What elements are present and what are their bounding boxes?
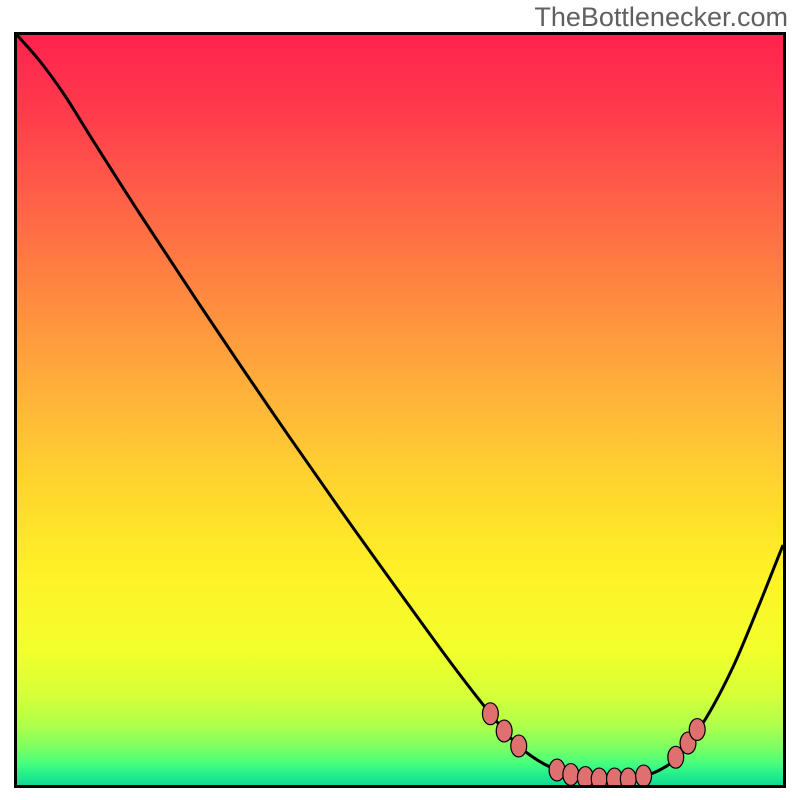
data-point (591, 768, 607, 785)
data-point (689, 719, 705, 741)
data-point (482, 703, 498, 725)
data-point (636, 765, 652, 785)
data-point (496, 720, 512, 742)
data-point (563, 764, 579, 785)
data-point (511, 735, 527, 757)
data-point (577, 767, 593, 785)
data-points-group (482, 703, 705, 785)
watermark-text: TheBottlenecker.com (534, 2, 788, 33)
chart-area (14, 32, 786, 788)
data-point (549, 759, 565, 781)
bottleneck-curve (17, 35, 783, 780)
data-point (620, 768, 636, 785)
chart-curve-layer (17, 35, 783, 785)
